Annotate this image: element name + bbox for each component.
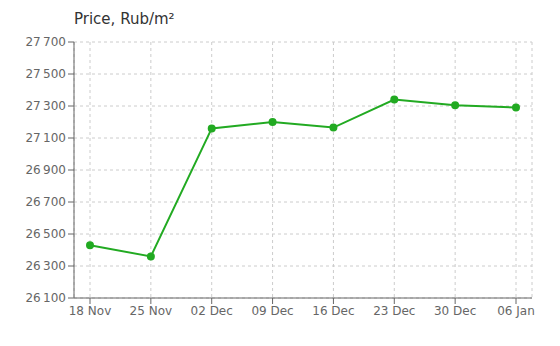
svg-text:27 700: 27 700 [25, 35, 66, 49]
html-text:Price, Rub/m²: Price, Rub/m² [74, 10, 175, 28]
svg-text:27 100: 27 100 [25, 131, 66, 145]
svg-text:23 Dec: 23 Dec [373, 304, 415, 318]
svg-text:26 300: 26 300 [25, 259, 66, 273]
svg-text:18 Nov: 18 Nov [69, 304, 112, 318]
svg-text:25 Nov: 25 Nov [130, 304, 173, 318]
svg-text:09 Dec: 09 Dec [251, 304, 293, 318]
svg-text:26 700: 26 700 [25, 195, 66, 209]
svg-text:27 500: 27 500 [25, 67, 66, 81]
svg-text:16 Dec: 16 Dec [312, 304, 354, 318]
svg-text:06 Jan: 06 Jan [497, 304, 535, 318]
svg-text:27 300: 27 300 [25, 99, 66, 113]
svg-text:30 Dec: 30 Dec [434, 304, 476, 318]
svg-text:26 100: 26 100 [25, 291, 66, 305]
svg-text:26 500: 26 500 [25, 227, 66, 241]
svg-text:02 Dec: 02 Dec [191, 304, 233, 318]
svg-text:26 900: 26 900 [25, 163, 66, 177]
